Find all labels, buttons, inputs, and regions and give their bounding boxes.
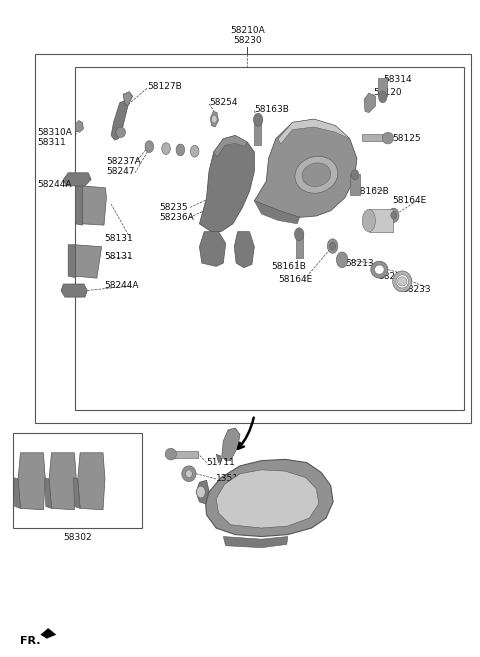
Bar bbox=[350, 174, 360, 195]
Polygon shape bbox=[205, 459, 333, 537]
Polygon shape bbox=[216, 454, 222, 463]
Polygon shape bbox=[364, 93, 375, 112]
Ellipse shape bbox=[165, 448, 177, 460]
Ellipse shape bbox=[295, 156, 338, 193]
Ellipse shape bbox=[330, 242, 336, 250]
Polygon shape bbox=[223, 537, 288, 548]
Ellipse shape bbox=[294, 228, 304, 241]
Text: 58131: 58131 bbox=[104, 252, 133, 261]
Polygon shape bbox=[199, 135, 254, 232]
Text: 58314: 58314 bbox=[383, 76, 412, 84]
Text: 58163B: 58163B bbox=[254, 105, 289, 114]
Ellipse shape bbox=[391, 212, 396, 219]
Ellipse shape bbox=[351, 170, 359, 180]
Bar bbox=[171, 451, 199, 458]
Text: 58254: 58254 bbox=[209, 99, 238, 107]
Text: 58233: 58233 bbox=[402, 284, 431, 294]
Text: 58164E: 58164E bbox=[393, 196, 427, 206]
Ellipse shape bbox=[336, 252, 348, 267]
Ellipse shape bbox=[374, 265, 384, 274]
Polygon shape bbox=[111, 101, 128, 140]
Polygon shape bbox=[68, 245, 75, 277]
Bar bbox=[13, 433, 142, 528]
Text: 1351JD: 1351JD bbox=[216, 474, 249, 484]
Text: 58235: 58235 bbox=[159, 203, 188, 212]
Text: 58162B: 58162B bbox=[355, 187, 389, 196]
Bar bbox=[296, 233, 302, 258]
Ellipse shape bbox=[393, 271, 412, 292]
Polygon shape bbox=[254, 201, 300, 224]
Polygon shape bbox=[61, 284, 87, 297]
Ellipse shape bbox=[371, 261, 388, 278]
Polygon shape bbox=[214, 135, 247, 157]
Ellipse shape bbox=[182, 466, 196, 482]
Ellipse shape bbox=[253, 113, 263, 126]
Polygon shape bbox=[278, 119, 350, 144]
Text: 58125: 58125 bbox=[393, 134, 421, 143]
Text: FR.: FR. bbox=[21, 636, 41, 646]
Polygon shape bbox=[80, 186, 107, 225]
Polygon shape bbox=[73, 478, 80, 509]
Text: 58210A: 58210A bbox=[230, 26, 264, 35]
Ellipse shape bbox=[186, 470, 192, 478]
Polygon shape bbox=[75, 245, 102, 278]
Text: 58302: 58302 bbox=[63, 533, 92, 542]
Text: 58310A: 58310A bbox=[37, 127, 72, 137]
Text: 58232: 58232 bbox=[378, 271, 407, 281]
Text: 58244A: 58244A bbox=[37, 180, 72, 189]
Ellipse shape bbox=[176, 144, 185, 156]
Ellipse shape bbox=[302, 163, 331, 187]
Ellipse shape bbox=[382, 132, 394, 144]
Ellipse shape bbox=[162, 143, 170, 154]
Text: 51711: 51711 bbox=[206, 458, 235, 467]
Ellipse shape bbox=[396, 275, 408, 288]
Ellipse shape bbox=[211, 115, 217, 123]
Ellipse shape bbox=[378, 91, 387, 102]
Text: 58164E: 58164E bbox=[278, 275, 312, 284]
Polygon shape bbox=[40, 628, 56, 639]
Text: 58131: 58131 bbox=[104, 234, 133, 242]
Polygon shape bbox=[14, 478, 21, 509]
Polygon shape bbox=[49, 453, 76, 510]
Polygon shape bbox=[45, 478, 51, 509]
Polygon shape bbox=[216, 470, 319, 528]
Polygon shape bbox=[196, 480, 209, 504]
Text: 58311: 58311 bbox=[37, 137, 66, 147]
Bar bbox=[369, 209, 393, 232]
Ellipse shape bbox=[362, 210, 375, 232]
Text: 58127B: 58127B bbox=[147, 82, 182, 91]
Bar bbox=[75, 67, 464, 410]
Polygon shape bbox=[123, 92, 132, 106]
Text: 58161B: 58161B bbox=[271, 262, 306, 271]
Bar bbox=[362, 134, 388, 141]
Polygon shape bbox=[78, 453, 105, 510]
Polygon shape bbox=[75, 120, 84, 132]
Polygon shape bbox=[18, 453, 45, 510]
Text: 58247: 58247 bbox=[107, 167, 135, 176]
Polygon shape bbox=[254, 119, 357, 217]
Polygon shape bbox=[199, 232, 226, 266]
Ellipse shape bbox=[191, 145, 199, 157]
Polygon shape bbox=[63, 173, 91, 186]
Ellipse shape bbox=[327, 239, 338, 253]
Text: 58213: 58213 bbox=[345, 259, 373, 267]
Ellipse shape bbox=[397, 277, 407, 286]
Text: 58120: 58120 bbox=[373, 89, 402, 97]
Text: 58230: 58230 bbox=[233, 36, 262, 45]
Polygon shape bbox=[222, 428, 240, 461]
Polygon shape bbox=[75, 186, 83, 225]
Ellipse shape bbox=[116, 127, 125, 137]
Ellipse shape bbox=[145, 141, 154, 152]
Text: 58244A: 58244A bbox=[104, 281, 139, 290]
Ellipse shape bbox=[388, 208, 399, 223]
Bar bbox=[378, 78, 387, 97]
Bar bbox=[35, 54, 471, 423]
Text: 58237A: 58237A bbox=[107, 157, 141, 166]
Polygon shape bbox=[210, 111, 218, 127]
Text: 58236A: 58236A bbox=[159, 213, 193, 222]
Bar bbox=[254, 119, 262, 145]
Ellipse shape bbox=[197, 486, 205, 498]
Polygon shape bbox=[234, 232, 254, 267]
